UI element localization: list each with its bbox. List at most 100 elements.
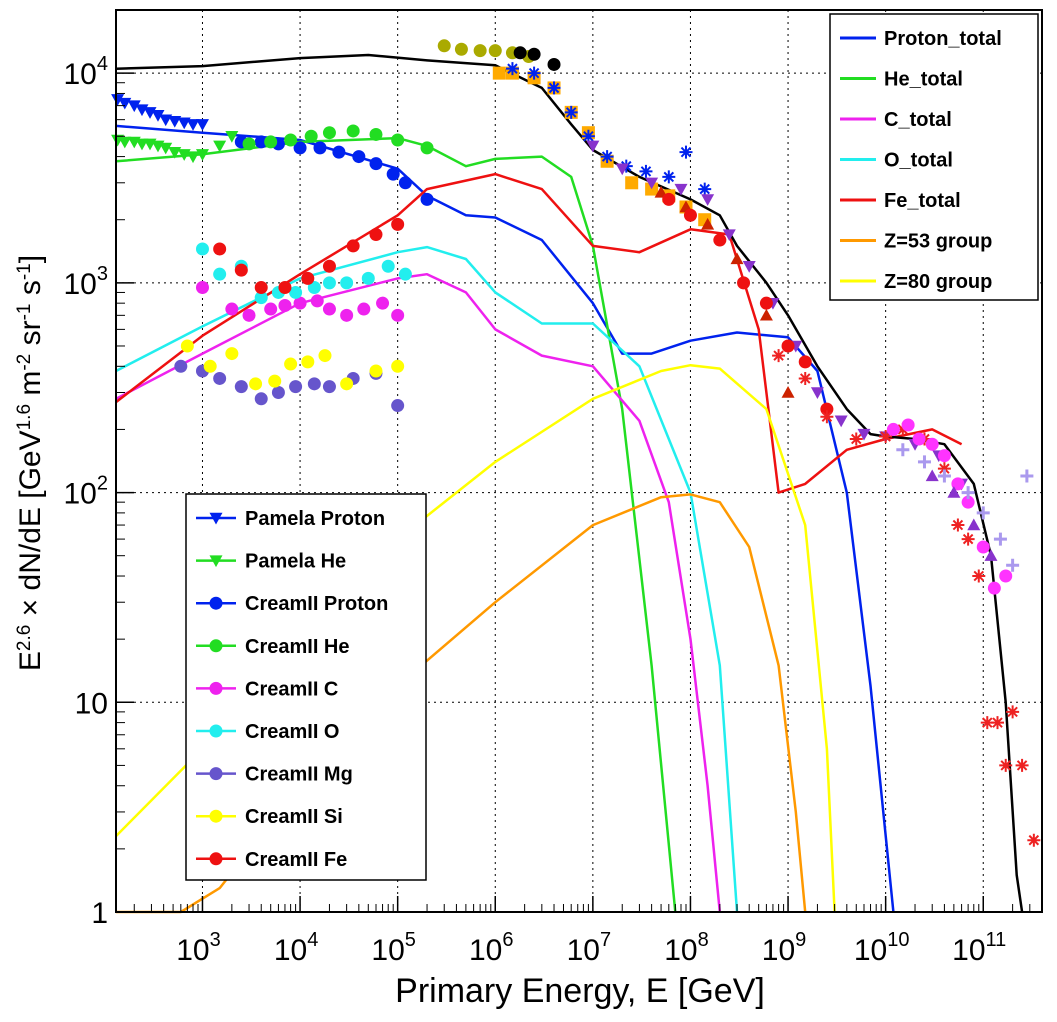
data-point (564, 105, 578, 119)
data-point (639, 164, 653, 178)
data-point (346, 239, 360, 253)
data-point (268, 374, 282, 388)
x-tick-base: 10 (664, 934, 697, 967)
y-tick-label: 102 (64, 473, 109, 511)
data-point (213, 267, 227, 281)
series-line (115, 172, 963, 494)
data-point (209, 681, 223, 695)
data-point (398, 267, 412, 281)
data-point (527, 47, 541, 61)
data-point (798, 371, 812, 385)
data-point (340, 377, 354, 391)
x-tick-exponent: 5 (405, 929, 416, 951)
data-point (798, 355, 812, 369)
data-point (264, 302, 278, 316)
series-line (115, 245, 739, 913)
x-tick-base: 10 (952, 934, 985, 967)
y-tick-exponent: 3 (97, 263, 108, 285)
legend-label: C_total (884, 109, 952, 131)
data-point (976, 506, 990, 520)
x-tick-label: 104 (274, 929, 319, 967)
x-tick-exponent: 8 (698, 929, 709, 951)
x-tick-base: 10 (854, 934, 887, 967)
x-tick-base: 10 (176, 934, 209, 967)
data-point (645, 177, 659, 190)
data-point (961, 486, 975, 500)
data-point (118, 136, 132, 149)
data-point (713, 233, 727, 247)
data-point (901, 418, 915, 432)
data-point (159, 114, 173, 127)
data-point (473, 44, 487, 58)
data-point (879, 430, 893, 444)
data-point (322, 126, 336, 140)
y-tick-base: 10 (64, 58, 97, 91)
x-tick-label: 1011 (952, 929, 1006, 967)
data-point (967, 518, 981, 531)
x-tick-label: 108 (664, 929, 709, 967)
x-tick-label: 109 (762, 929, 807, 967)
data-point (488, 44, 502, 58)
data-point (307, 377, 321, 391)
data-point (857, 428, 871, 441)
y-tick-base: 10 (64, 268, 97, 301)
data-point (242, 137, 256, 151)
legend-label: Z=53 group (884, 231, 992, 253)
data-point (886, 422, 900, 436)
data-point (912, 432, 926, 446)
legend-label: O_total (884, 150, 953, 172)
data-point (810, 387, 824, 400)
data-point (513, 46, 527, 60)
x-tick-exponent: 10 (887, 929, 909, 951)
data-point (987, 581, 1001, 595)
data-point (209, 852, 223, 866)
x-tick-base: 10 (371, 934, 404, 967)
data-point (980, 716, 994, 730)
y-label-mid: × dN/dE [GeV (14, 430, 47, 624)
data-point (937, 469, 951, 483)
data-point (369, 157, 383, 171)
data-point (254, 392, 268, 406)
data-point (209, 809, 223, 823)
data-point (186, 119, 200, 131)
data-point (352, 150, 366, 164)
data-point (722, 229, 736, 242)
data-point (947, 486, 961, 498)
data-point (679, 145, 693, 159)
data-point (209, 724, 223, 738)
data-point (391, 359, 405, 373)
y-label-sup-1: 2.6 (14, 625, 35, 651)
data-point (492, 66, 506, 80)
x-tick-base: 10 (762, 934, 795, 967)
data-point (213, 140, 227, 153)
data-point (991, 716, 1004, 730)
data-point (1015, 758, 1029, 772)
data-point (322, 276, 336, 290)
data-point (420, 192, 434, 206)
data-point (180, 339, 194, 353)
data-point (340, 308, 354, 322)
data-point (834, 415, 848, 428)
data-point (313, 141, 327, 155)
data-point (168, 146, 182, 159)
data-point (976, 540, 990, 554)
data-point (213, 371, 227, 385)
data-point (213, 242, 227, 256)
data-point (369, 228, 383, 242)
data-point (398, 176, 412, 190)
data-point (984, 549, 998, 561)
data-point (322, 380, 336, 394)
data-point (289, 380, 303, 394)
legend-label: CreamII Si (245, 806, 343, 828)
data-point (662, 170, 676, 184)
data-point (1006, 558, 1020, 572)
data-point (209, 555, 223, 568)
data-point (547, 57, 561, 71)
data-point (301, 355, 315, 369)
x-tick-exponent: 4 (307, 929, 318, 951)
data-point (600, 150, 614, 164)
x-tick-label: 103 (176, 929, 221, 967)
data-point (322, 302, 336, 316)
y-tick-label: 103 (64, 263, 109, 301)
data-point (1006, 705, 1020, 719)
